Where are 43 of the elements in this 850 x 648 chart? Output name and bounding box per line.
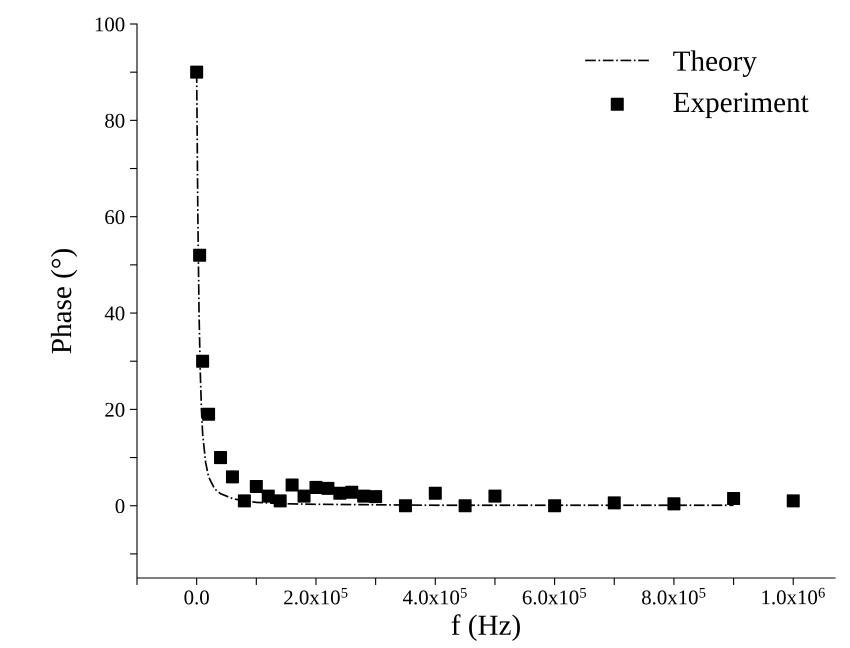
point	[458, 499, 472, 512]
point	[250, 480, 263, 493]
point	[214, 451, 228, 464]
y-axis-title: Phase (°)	[50, 249, 78, 354]
point	[309, 480, 322, 494]
point	[193, 248, 206, 262]
point	[428, 486, 442, 500]
x-tick-label: 4.0x10$^{5}$	[402, 588, 467, 605]
point	[786, 494, 800, 508]
x-tick-label: 6.0x10$^{5}$	[522, 588, 586, 605]
point	[196, 354, 210, 368]
point	[608, 496, 621, 510]
point	[274, 494, 287, 508]
point	[238, 494, 251, 508]
point	[202, 408, 216, 421]
point	[357, 490, 370, 503]
y-tick-label: 0	[116, 499, 124, 514]
point	[398, 499, 412, 512]
point	[333, 486, 346, 500]
point	[286, 478, 299, 492]
point	[727, 492, 740, 506]
point	[488, 490, 502, 503]
y-tick-label: 100	[96, 17, 124, 32]
y-tick-label: 80	[105, 114, 124, 128]
legend-label: Experiment	[674, 92, 809, 118]
point	[298, 490, 311, 503]
point	[369, 490, 382, 504]
point	[345, 486, 358, 499]
y-tick-label: 20	[105, 402, 124, 417]
x-axis-title: f (Hz)	[452, 614, 520, 641]
y-tick-label: 40	[104, 306, 124, 320]
x-tick-label: 8.0x10$^{5}$	[642, 588, 706, 605]
point	[226, 470, 239, 484]
point	[190, 66, 204, 79]
legend-label: Theory	[673, 50, 757, 77]
point	[262, 490, 275, 503]
x-tick-label: 1.0x10$^{6}$	[762, 588, 825, 604]
x-tick-label: 0.0	[184, 590, 209, 605]
point	[667, 497, 680, 510]
point	[548, 499, 562, 512]
x-tick-label: 2.0x10$^{5}$	[284, 588, 348, 605]
y-tick-label: 60	[105, 210, 124, 224]
point	[321, 482, 334, 495]
